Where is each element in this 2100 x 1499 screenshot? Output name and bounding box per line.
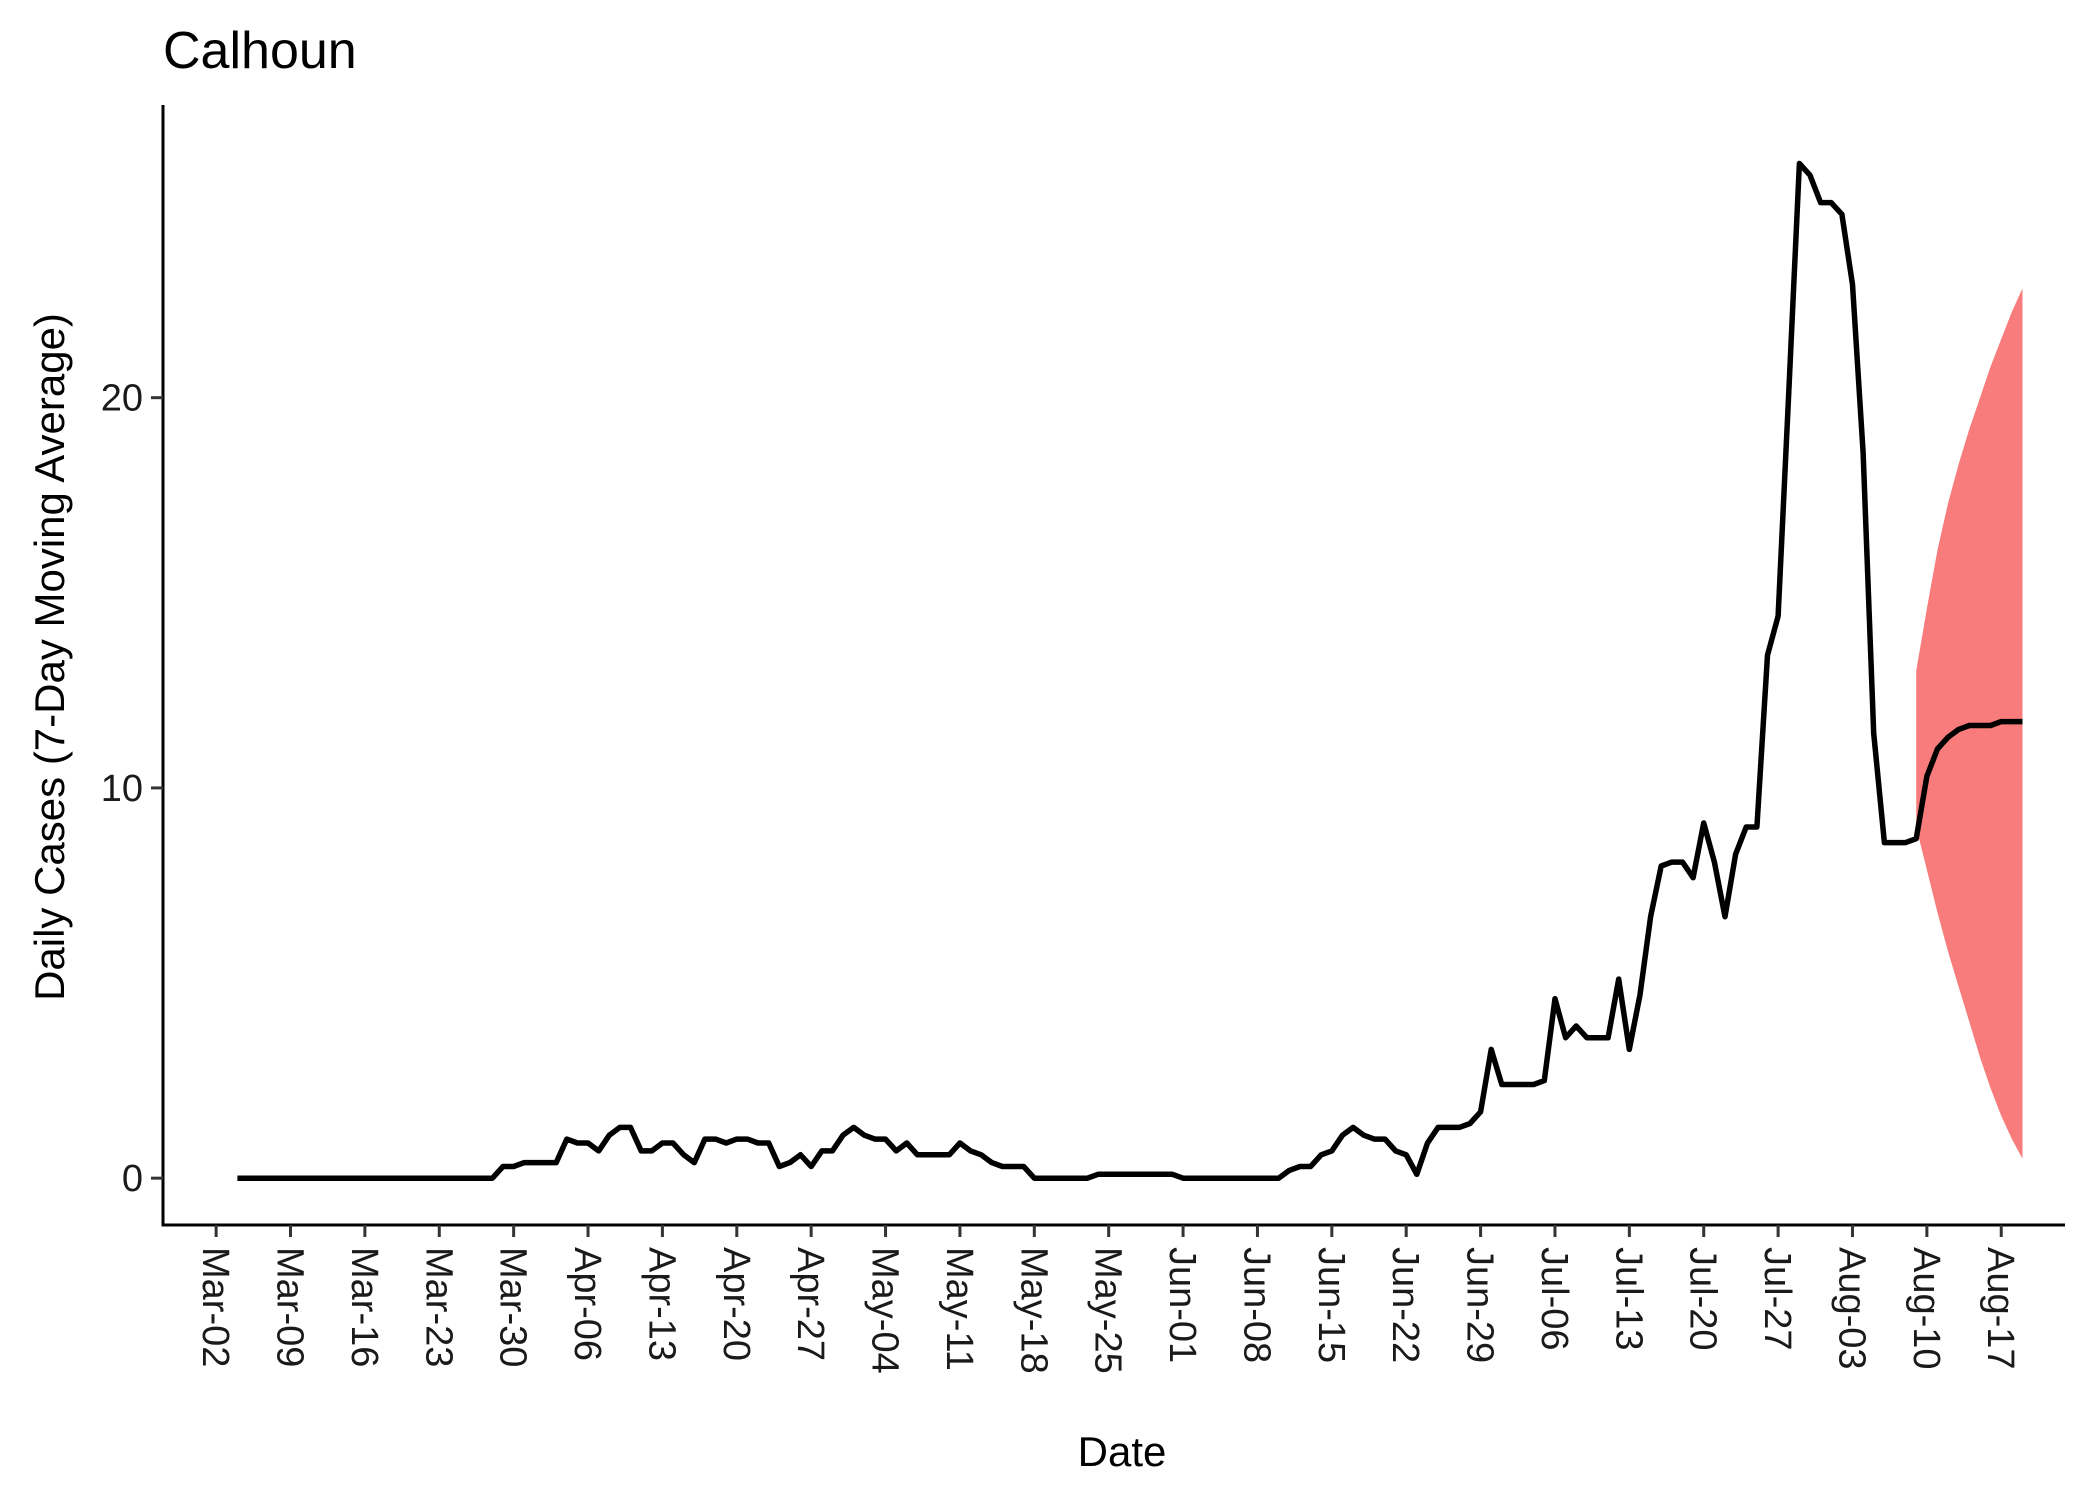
x-tick-label: Mar-16 xyxy=(343,1247,385,1367)
x-tick-label: Jun-22 xyxy=(1384,1247,1426,1363)
x-tick-label: Aug-03 xyxy=(1831,1247,1873,1370)
series-line xyxy=(237,160,2023,1181)
x-tick-label: May-11 xyxy=(938,1247,980,1371)
chart-title: Calhoun xyxy=(163,22,357,80)
x-tick-label: Jun-08 xyxy=(1235,1247,1277,1363)
x-tick-label: Jul-06 xyxy=(1533,1247,1575,1351)
x-tick-label: Apr-20 xyxy=(715,1247,757,1361)
y-tick-label: 10 xyxy=(101,768,143,810)
x-tick-label: Jun-29 xyxy=(1459,1247,1501,1363)
x-tick-label: Jul-27 xyxy=(1756,1247,1798,1351)
y-axis-label: Daily Cases (7-Day Moving Average) xyxy=(26,313,73,1001)
x-tick-label: May-18 xyxy=(1012,1247,1054,1374)
x-tick-label: May-25 xyxy=(1087,1247,1129,1374)
y-tick-label: 0 xyxy=(122,1158,143,1200)
x-tick-label: Apr-27 xyxy=(789,1247,831,1361)
x-tick-label: Mar-30 xyxy=(492,1247,534,1367)
plot-area: 0 10 20 Mar-02 Mar-09 Mar-16 Mar-23 Mar-30 Apr-0… xyxy=(101,105,2065,1374)
x-axis-label: Date xyxy=(1078,1428,1167,1475)
x-tick-label: Mar-23 xyxy=(417,1247,459,1367)
x-tick-label: Mar-09 xyxy=(269,1247,311,1367)
x-tick-label: Jul-20 xyxy=(1682,1247,1724,1351)
x-tick-label: Mar-02 xyxy=(194,1247,236,1367)
y-tick-label: 20 xyxy=(101,378,143,420)
x-tick-label: Aug-10 xyxy=(1905,1247,1947,1370)
x-tick-label: Jul-13 xyxy=(1607,1247,1649,1351)
x-tick-label: Aug-17 xyxy=(1979,1247,2021,1370)
x-tick-label: Apr-06 xyxy=(566,1247,608,1361)
x-tick-label: May-04 xyxy=(864,1247,906,1374)
x-tick-label: Jun-15 xyxy=(1310,1247,1352,1363)
x-tick-label: Jun-01 xyxy=(1161,1247,1203,1363)
x-tick-label: Apr-13 xyxy=(640,1247,682,1361)
